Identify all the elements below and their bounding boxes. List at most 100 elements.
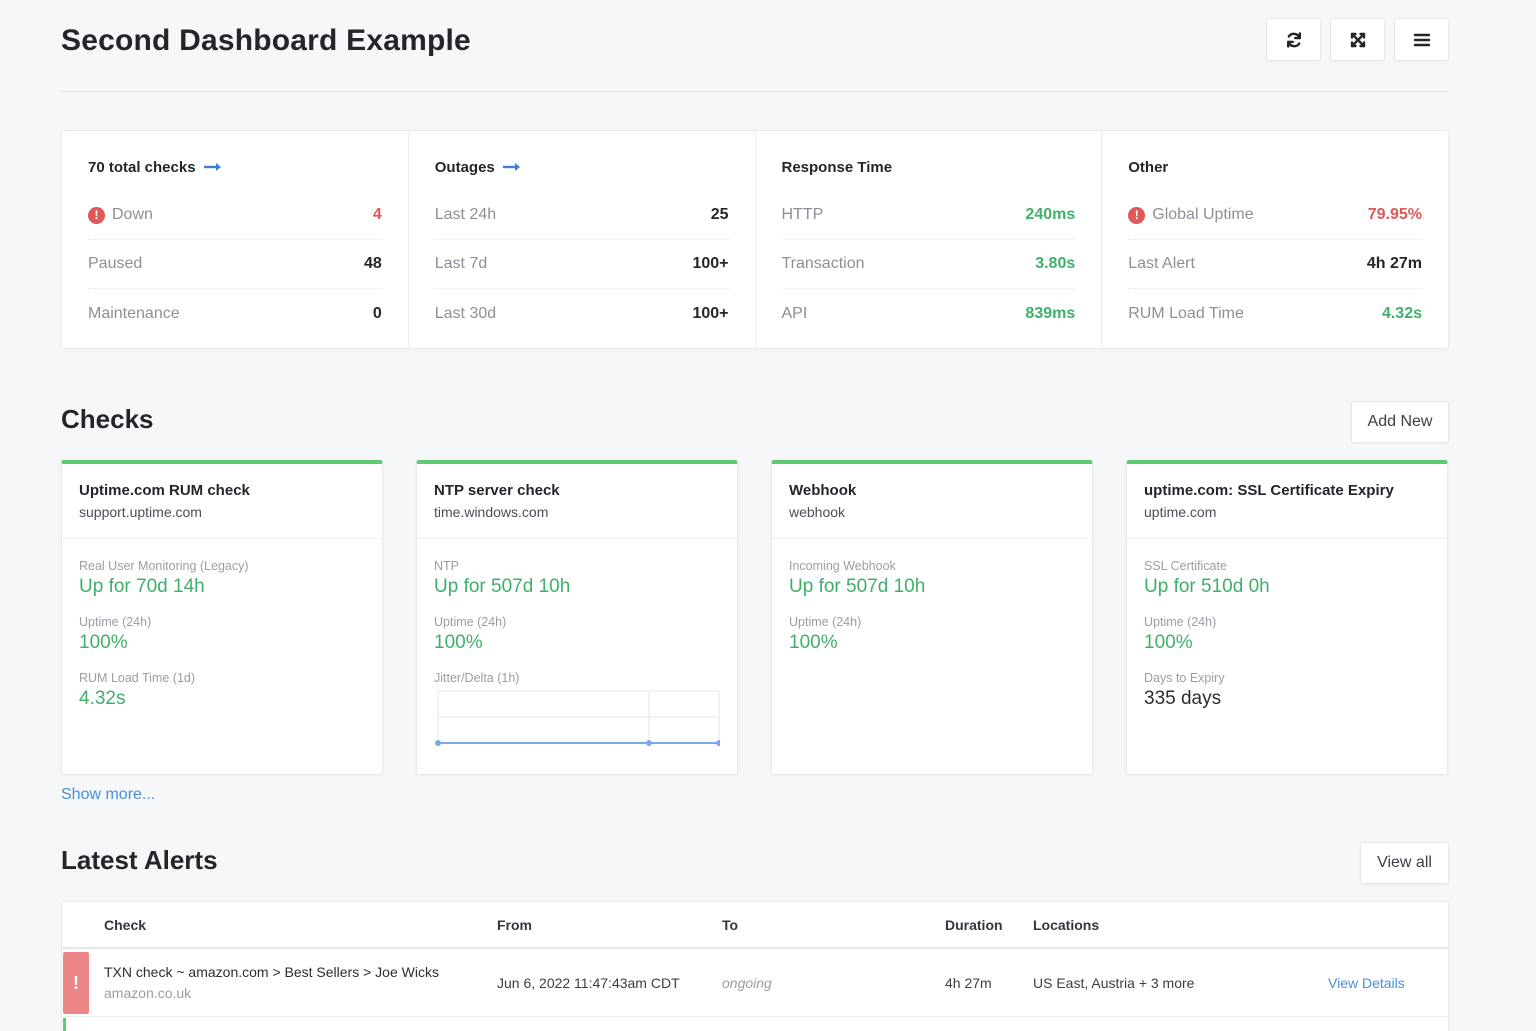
- uptime-value: 100%: [1144, 632, 1193, 653]
- stat-label: Last 30d: [434, 304, 497, 322]
- check-name: Uptime.com RUM check: [79, 482, 250, 499]
- stat-outages: Outages Last 24h 25 Last 7d 100+ Last 30…: [409, 131, 756, 348]
- alert-flag-icon: !: [63, 952, 89, 1014]
- stat-label: Maintenance: [88, 304, 180, 322]
- uptime-label: Uptime (24h): [79, 615, 152, 629]
- stat-label: Last 24h: [434, 206, 497, 223]
- check-host: time.windows.com: [434, 504, 549, 520]
- refresh-button[interactable]: [1266, 18, 1321, 61]
- uptime-value: 100%: [789, 632, 838, 653]
- latest-alerts-title: Latest Alerts: [61, 845, 218, 875]
- column-header-to: To: [722, 917, 739, 933]
- uptime-label: Uptime (24h): [434, 615, 507, 629]
- outages-link[interactable]: Outages: [435, 157, 729, 177]
- extra-label: RUM Load Time (1d): [79, 671, 196, 685]
- stat-title: Outages: [434, 158, 495, 176]
- stat-title: Response Time: [781, 158, 893, 176]
- check-card[interactable]: uptime.com: SSL Certificate Expiry uptim…: [1126, 460, 1448, 775]
- stat-row-last-7d: Last 7d 100+: [434, 240, 729, 289]
- check-name: uptime.com: SSL Certificate Expiry: [1144, 482, 1394, 499]
- table-row[interactable]: ! TXN check ~ amazon.com > Best Sellers …: [62, 949, 1448, 1017]
- stat-row-last-30d: Last 30d 100+: [435, 289, 729, 338]
- extra-value: 335 days: [1144, 688, 1222, 709]
- table-header: Check From To Duration Locations: [62, 902, 1448, 949]
- view-all-button[interactable]: View all: [1360, 842, 1449, 884]
- stat-row-down[interactable]: ! Down 4: [88, 191, 382, 240]
- add-new-button[interactable]: Add New: [1351, 401, 1449, 443]
- stat-row-rum-load-time: RUM Load Time 4.32s: [1128, 289, 1422, 338]
- extra-label: Jitter/Delta (1h): [434, 671, 520, 685]
- stat-title: 70 total checks: [88, 158, 196, 176]
- stat-value: 240ms: [1025, 206, 1076, 223]
- total-checks-link[interactable]: 70 total checks: [88, 157, 382, 177]
- menu-button[interactable]: [1394, 18, 1449, 61]
- stat-row-paused[interactable]: Paused 48: [88, 240, 382, 289]
- alert-duration: 4h 27m: [945, 975, 992, 991]
- column-header-check: Check: [104, 917, 147, 933]
- stat-response-time: Response Time HTTP 240ms Transaction 3.8…: [756, 131, 1103, 348]
- header-actions: [1266, 18, 1449, 61]
- uptime-value: 100%: [79, 632, 128, 653]
- stat-value: 79.95%: [1367, 206, 1422, 223]
- alert-icon: !: [1128, 206, 1146, 224]
- stat-row-api: API 839ms: [782, 289, 1076, 338]
- uptime-value: 100%: [434, 632, 483, 653]
- stat-value: 100+: [692, 304, 729, 322]
- check-status: Up for 507d 10h: [789, 576, 926, 597]
- stat-value: 0: [372, 304, 382, 322]
- stat-value: 4: [372, 206, 382, 223]
- stat-value: 48: [363, 255, 382, 272]
- uptime-label: Uptime (24h): [1144, 615, 1217, 629]
- stat-row-maintenance[interactable]: Maintenance 0: [88, 289, 382, 338]
- column-header-duration: Duration: [945, 917, 1003, 933]
- stat-value: 839ms: [1025, 304, 1076, 322]
- fullscreen-button[interactable]: [1330, 18, 1385, 61]
- check-type: NTP: [434, 559, 459, 573]
- alert-from: Jun 6, 2022 11:47:43am CDT: [497, 975, 680, 991]
- check-card[interactable]: Uptime.com RUM check support.uptime.com …: [61, 460, 383, 775]
- show-more-link[interactable]: Show more...: [61, 786, 156, 803]
- column-header-locations: Locations: [1033, 917, 1100, 933]
- check-type: Incoming Webhook: [789, 559, 896, 573]
- stat-label: API: [781, 304, 808, 322]
- page-title: Second Dashboard Example: [61, 24, 471, 57]
- extra-label: Days to Expiry: [1144, 671, 1225, 685]
- check-card[interactable]: NTP server check time.windows.com NTP Up…: [416, 460, 738, 775]
- view-details-link[interactable]: View Details: [1328, 975, 1405, 991]
- check-status: Up for 70d 14h: [79, 576, 205, 597]
- menu-icon: [1413, 33, 1430, 46]
- stat-label: Down: [112, 206, 153, 223]
- stat-label: HTTP: [781, 206, 824, 223]
- check-card[interactable]: Webhook webhook Incoming Webhook Up for …: [771, 460, 1093, 775]
- stat-row-http: HTTP 240ms: [781, 191, 1076, 240]
- arrow-right-icon: [502, 163, 520, 171]
- jitter-sparkline-chart: [435, 690, 722, 746]
- column-header-from: From: [497, 917, 532, 933]
- stat-label: Transaction: [781, 255, 865, 272]
- stat-row-last-24h: Last 24h 25: [434, 191, 729, 240]
- stat-value: 4h 27m: [1366, 255, 1422, 272]
- stat-label: Last 7d: [434, 255, 488, 272]
- fullscreen-icon: [1350, 32, 1365, 47]
- extra-value: 4.32s: [79, 688, 126, 709]
- stat-title: Other: [1128, 158, 1169, 176]
- check-name: Webhook: [789, 482, 857, 499]
- check-host: support.uptime.com: [79, 504, 202, 520]
- alert-to: ongoing: [722, 975, 772, 991]
- check-name: NTP server check: [434, 482, 560, 499]
- alerts-table: Check From To Duration Locations ! TXN c…: [61, 901, 1449, 1031]
- stat-value: 100+: [692, 255, 729, 272]
- stat-label: Global Uptime: [1152, 206, 1254, 223]
- stat-total-checks: 70 total checks ! Down 4 Paused 48 Mainte…: [62, 131, 409, 348]
- check-type: SSL Certificate: [1144, 559, 1227, 573]
- stat-other: Other ! Global Uptime 79.95% Last Alert 4…: [1102, 131, 1448, 348]
- alert-locations: US East, Austria + 3 more: [1033, 975, 1195, 991]
- checks-title: Checks: [61, 404, 154, 434]
- refresh-icon: [1286, 31, 1301, 48]
- check-host: uptime.com: [1144, 504, 1217, 520]
- arrow-right-icon: [203, 163, 221, 171]
- stat-value: 4.32s: [1381, 304, 1422, 322]
- stat-label: Paused: [88, 255, 143, 272]
- alert-check-name: TXN check ~ amazon.com > Best Sellers > …: [104, 964, 439, 980]
- check-status: Up for 510d 0h: [1144, 576, 1270, 597]
